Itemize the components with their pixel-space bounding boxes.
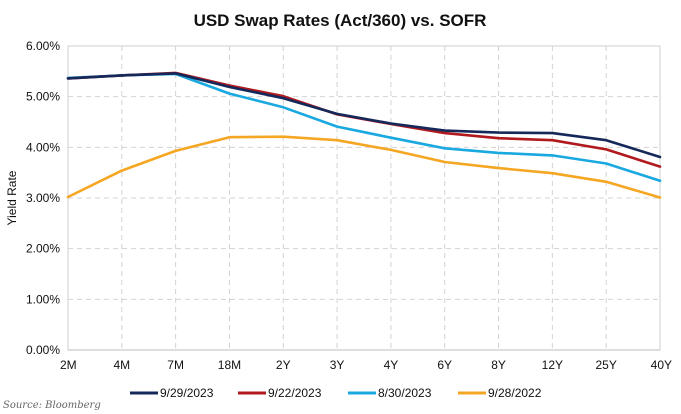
x-tick-label: 3Y [330, 358, 345, 372]
y-axis-label: Yield Rate [5, 170, 19, 225]
y-tick-label: 3.00% [26, 191, 60, 205]
series-line [66, 72, 662, 159]
legend-label: 9/28/2022 [488, 386, 542, 400]
series-line [66, 72, 662, 183]
series-lines [66, 71, 662, 199]
series-line [66, 135, 662, 199]
y-tick-label: 1.00% [26, 292, 60, 306]
chart-title: USD Swap Rates (Act/360) vs. SOFR [194, 11, 487, 30]
y-tick-label: 5.00% [26, 90, 60, 104]
y-axis: 0.00% 1.00% 2.00% 3.00% 4.00% 5.00% 6.00% [26, 39, 60, 357]
y-tick-label: 2.00% [26, 242, 60, 256]
x-tick-label: 18M [218, 358, 241, 372]
x-tick-label: 8Y [491, 358, 506, 372]
grid [67, 45, 661, 351]
x-tick-label: 4Y [384, 358, 399, 372]
legend-label: 9/22/2023 [268, 386, 322, 400]
x-tick-label: 6Y [437, 358, 452, 372]
x-tick-label: 40Y [651, 358, 672, 372]
x-tick-label: 25Y [596, 358, 617, 372]
legend-label: 9/29/2023 [160, 386, 214, 400]
x-tick-label: 7M [167, 358, 184, 372]
legend: 9/29/2023 9/22/2023 8/30/2023 9/28/2022 [130, 386, 542, 400]
x-axis: 2M 4M 7M 18M 2Y 3Y 4Y 6Y 8Y 12Y 25Y 40Y [60, 349, 672, 372]
source-note: Source: Bloomberg [3, 400, 101, 411]
y-tick-label: 4.00% [26, 140, 60, 154]
y-tick-label: 0.00% [26, 343, 60, 357]
x-tick-label: 2M [60, 358, 77, 372]
plot-area [67, 45, 661, 351]
x-tick-label: 4M [113, 358, 130, 372]
y-tick-label: 6.00% [26, 39, 60, 53]
legend-label: 8/30/2023 [378, 386, 432, 400]
x-tick-label: 12Y [542, 358, 563, 372]
x-tick-label: 2Y [276, 358, 291, 372]
